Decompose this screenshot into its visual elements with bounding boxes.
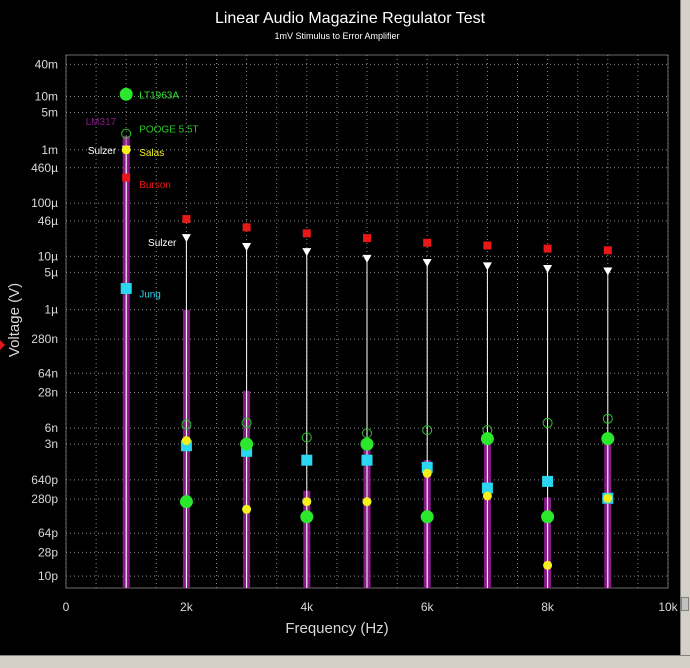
x-axis: 0 2k 4k 6k 8k 10k [63, 600, 679, 614]
y-tick-label: 640p [31, 473, 58, 487]
point-lt1963a [420, 510, 434, 524]
series-label: Sulzer [148, 238, 177, 249]
point-lt1963a [480, 432, 494, 446]
point-sulzer [422, 259, 432, 268]
point-burson [182, 215, 191, 224]
point-salas [121, 145, 131, 155]
point-sulzer [603, 267, 613, 276]
x-tick-label: 10k [658, 600, 678, 614]
point-salas [603, 493, 613, 503]
point-sulzer [242, 242, 252, 251]
point-burson [242, 223, 251, 232]
y-tick-label: 64p [38, 526, 58, 540]
point-sulzer [302, 248, 312, 257]
point-pooge-5-5t [241, 417, 252, 428]
x-tick-label: 4k [300, 600, 314, 614]
point-lt1963a [240, 437, 254, 451]
point-jung [241, 445, 253, 457]
y-tick-label: 10µ [38, 249, 58, 263]
series-label: Burson [139, 180, 171, 191]
x-tick-label: 2k [180, 600, 194, 614]
point-pooge-5-5t [121, 128, 132, 139]
point-sulzer [482, 262, 492, 271]
point-pooge-5-5t [422, 425, 433, 436]
y-tick-label: 28p [38, 545, 58, 559]
window-frame-bottom [0, 655, 690, 668]
y-tick-label: 46µ [38, 214, 58, 228]
point-salas [362, 497, 372, 507]
y-axis: 40m 10m 5m 1m 460µ 100µ 46µ 10µ 5µ 1µ 280n 64n 28n 6n… [31, 57, 58, 583]
point-salas [181, 436, 191, 446]
point-burson [302, 229, 311, 238]
data-marks [119, 87, 615, 588]
y-tick-label: 5µ [44, 265, 58, 279]
point-jung [301, 454, 313, 466]
chart-title: Linear Audio Magazine Regulator Test [215, 10, 486, 27]
x-tick-label: 0 [63, 600, 70, 614]
y-tick-label: 10m [35, 89, 58, 103]
y-tick-label: 1µ [44, 303, 58, 317]
point-lt1963a [300, 510, 314, 524]
y-tick-label: 64n [38, 366, 58, 380]
point-sulzer [543, 264, 553, 273]
y-tick-label: 1m [41, 143, 58, 157]
point-burson [603, 246, 612, 255]
point-lt1963a [601, 432, 615, 446]
series-label: Salas [139, 148, 164, 159]
point-lt1963a [360, 437, 374, 451]
point-pooge-5-5t [301, 432, 312, 443]
y-axis-label: Voltage (V) [6, 283, 23, 357]
chart: Linear Audio Magazine Regulator Test 1mV… [6, 10, 679, 637]
point-salas [482, 491, 492, 501]
point-salas [422, 468, 432, 478]
y-tick-label: 10p [38, 569, 58, 583]
point-pooge-5-5t [181, 419, 192, 430]
point-lt1963a [119, 87, 133, 101]
point-sulzer [181, 234, 191, 243]
point-jung [421, 461, 433, 473]
point-lt1963a [179, 495, 193, 509]
point-salas [543, 560, 553, 570]
series-label: LM317 [86, 117, 117, 128]
y-tick-label: 280p [31, 492, 58, 506]
y-tick-label: 28n [38, 385, 58, 399]
annotations: LT1963A LM317 POOGE 5.5T Sulzer Salas Burson S… [86, 90, 199, 300]
point-burson [543, 244, 552, 253]
series-label: POOGE 5.5T [139, 125, 198, 136]
point-pooge-5-5t [542, 417, 553, 428]
chart-subtitle: 1mV Stimulus to Error Amplifier [274, 31, 399, 41]
y-tick-label: 100µ [31, 196, 58, 210]
point-jung [120, 282, 132, 294]
y-tick-label: 5m [41, 106, 58, 120]
y-tick-label: 40m [35, 57, 58, 71]
scroll-arrow-icon[interactable] [681, 597, 689, 611]
point-burson [423, 238, 432, 247]
y-tick-label: 3n [45, 437, 58, 451]
point-lt1963a [541, 510, 555, 524]
point-burson [122, 173, 131, 182]
point-jung [542, 475, 554, 487]
x-tick-label: 6k [421, 600, 435, 614]
point-jung [361, 454, 373, 466]
cursor-marker-icon [0, 340, 5, 350]
series-label: LT1963A [139, 90, 179, 101]
point-salas [242, 504, 252, 514]
y-tick-label: 460µ [31, 161, 58, 175]
point-jung [481, 482, 493, 494]
point-sulzer [362, 254, 372, 263]
point-pooge-5-5t [602, 413, 613, 424]
x-tick-label: 8k [541, 600, 555, 614]
x-axis-label: Frequency (Hz) [285, 620, 388, 637]
point-burson [363, 234, 371, 243]
y-tick-label: 6n [45, 421, 58, 435]
point-salas [302, 497, 312, 507]
series-label: Sulzer [88, 146, 117, 157]
window-frame-right [680, 0, 690, 667]
series-label: Jung [139, 290, 161, 301]
point-burson [483, 241, 492, 250]
y-tick-label: 280n [31, 332, 58, 346]
point-jung [180, 440, 192, 452]
